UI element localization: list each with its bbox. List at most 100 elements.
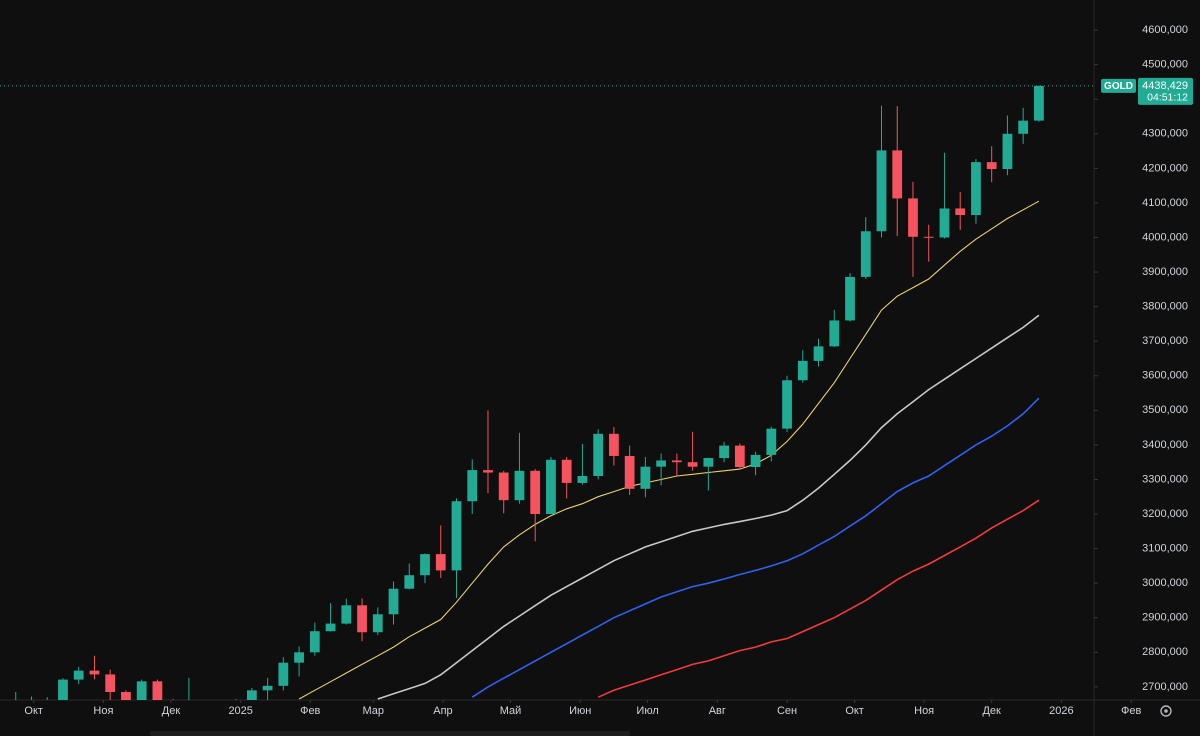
price-label: 4438,429 bbox=[1142, 80, 1188, 92]
candle-body bbox=[860, 231, 871, 277]
y-tick-label: 3200,000 bbox=[1142, 508, 1188, 520]
candle-body bbox=[483, 470, 493, 473]
candle-body bbox=[829, 320, 840, 347]
candle-body bbox=[703, 458, 714, 467]
candle-body bbox=[955, 208, 966, 216]
candle-body bbox=[341, 605, 352, 624]
settings-button[interactable] bbox=[1160, 705, 1172, 717]
candle-body bbox=[73, 670, 84, 680]
moving-average bbox=[377, 314, 1040, 700]
candle-body bbox=[1034, 85, 1044, 121]
candle-body bbox=[908, 198, 918, 237]
y-tick-label: 2700,000 bbox=[1142, 681, 1188, 693]
candle-body bbox=[136, 681, 147, 700]
candle-body bbox=[404, 575, 415, 589]
candle-body bbox=[577, 476, 588, 483]
candle-body bbox=[246, 690, 257, 700]
y-tick-label: 3100,000 bbox=[1142, 542, 1188, 554]
candle-body bbox=[734, 445, 745, 468]
candle-body bbox=[1018, 120, 1029, 134]
x-tick-label: Сен bbox=[777, 705, 797, 717]
y-tick-label: 4000,000 bbox=[1142, 231, 1188, 243]
countdown-label: 04:51:12 bbox=[1147, 92, 1188, 104]
x-tick-label: Мар bbox=[362, 705, 384, 717]
y-tick-label: 3300,000 bbox=[1142, 473, 1188, 485]
candle-body bbox=[152, 681, 163, 700]
candle-body bbox=[546, 459, 556, 515]
candle-body bbox=[892, 150, 903, 199]
y-tick-label: 3000,000 bbox=[1142, 577, 1188, 589]
x-tick-label: Апр bbox=[433, 705, 452, 717]
candle-body bbox=[294, 652, 304, 663]
candle-body bbox=[309, 631, 320, 653]
candle-body bbox=[971, 162, 981, 216]
x-tick-label: Дек bbox=[162, 705, 181, 717]
x-tick-label: Июн bbox=[569, 705, 591, 717]
candle-body bbox=[750, 454, 761, 468]
moving-average bbox=[471, 397, 1040, 698]
x-tick-label: Окт bbox=[24, 705, 43, 717]
candle-body bbox=[719, 445, 729, 459]
candle-body bbox=[514, 470, 525, 501]
candle-body bbox=[372, 614, 383, 633]
candle-body bbox=[845, 276, 855, 321]
candle-body bbox=[561, 459, 572, 483]
axes: 2700,000 2800,000 2900,000 3000,000 3100,000… bbox=[24, 24, 1193, 717]
y-tick-label: 3800,000 bbox=[1142, 301, 1188, 313]
candle-body bbox=[262, 685, 273, 691]
y-tick-label: 3900,000 bbox=[1142, 266, 1188, 278]
y-tick-label: 2900,000 bbox=[1142, 612, 1188, 624]
x-tick-label: 2026 bbox=[1049, 705, 1073, 717]
candle-body bbox=[782, 380, 792, 429]
y-tick-label: 2800,000 bbox=[1142, 646, 1188, 658]
x-tick-label: Ноя bbox=[914, 705, 934, 717]
x-tick-label: Май bbox=[500, 705, 522, 717]
candle-body bbox=[671, 460, 682, 463]
x-tick-label: Фев bbox=[1121, 705, 1141, 717]
candle-body bbox=[357, 605, 367, 633]
candle-body bbox=[498, 472, 509, 501]
candle-body bbox=[876, 150, 887, 232]
settings-icon bbox=[1160, 705, 1172, 717]
candle-body bbox=[325, 623, 336, 632]
candle-body bbox=[640, 466, 651, 489]
candle-body bbox=[1002, 133, 1013, 170]
candle-body bbox=[939, 208, 950, 238]
symbol-tag bbox=[1101, 78, 1136, 93]
x-tick-label: Дек bbox=[982, 705, 1001, 717]
candle-body bbox=[58, 679, 68, 700]
candle-body bbox=[656, 460, 667, 467]
candle-body bbox=[530, 470, 541, 515]
y-tick-label: 4200,000 bbox=[1142, 162, 1188, 174]
candle-body bbox=[609, 433, 619, 456]
candle-body bbox=[388, 588, 399, 615]
candle-body bbox=[105, 674, 116, 693]
candle-body bbox=[121, 692, 131, 700]
candle-body bbox=[593, 433, 604, 476]
candle-body bbox=[923, 236, 934, 238]
moving-average bbox=[298, 200, 1040, 700]
candle-body bbox=[986, 162, 997, 170]
y-tick-label: 4500,000 bbox=[1142, 59, 1188, 71]
y-tick-label: 3500,000 bbox=[1142, 404, 1188, 416]
x-tick-label: Авг bbox=[709, 705, 726, 717]
candle-body bbox=[467, 470, 478, 502]
candle-body bbox=[420, 554, 430, 576]
x-tick-label: Окт bbox=[845, 705, 864, 717]
scrollbar[interactable] bbox=[150, 731, 630, 736]
candle-body bbox=[89, 670, 100, 675]
moving-average bbox=[597, 499, 1040, 698]
candle-body bbox=[813, 346, 824, 361]
candle-body bbox=[278, 662, 289, 686]
y-tick-label: 3600,000 bbox=[1142, 370, 1188, 382]
x-tick-label: 2025 bbox=[228, 705, 252, 717]
symbol-label: GOLD bbox=[1104, 81, 1133, 92]
price-tag bbox=[1138, 77, 1193, 105]
candle-body bbox=[451, 501, 462, 571]
y-tick-label: 4600,000 bbox=[1142, 24, 1188, 36]
x-tick-label: Июл bbox=[636, 705, 658, 717]
y-tick-label: 3400,000 bbox=[1142, 439, 1188, 451]
